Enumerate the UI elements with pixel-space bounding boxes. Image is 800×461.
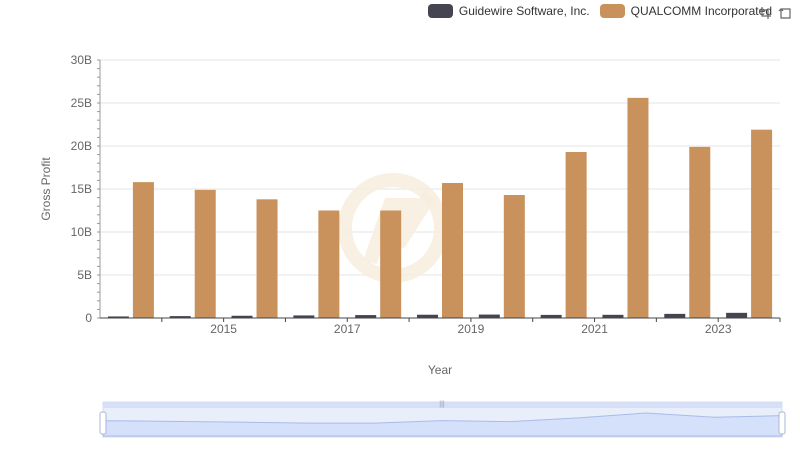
y-axis-label: Gross Profit xyxy=(39,157,53,221)
bar-qualcomm-2014[interactable] xyxy=(132,182,154,318)
bar-qualcomm-2024[interactable] xyxy=(751,129,773,318)
bar-guidewire-2018[interactable] xyxy=(355,315,377,318)
bar-qualcomm-2018[interactable] xyxy=(380,210,402,319)
bar-qualcomm-2023[interactable] xyxy=(689,146,711,318)
bars-layer xyxy=(107,97,773,319)
bar-guidewire-2020[interactable] xyxy=(478,314,500,318)
bar-qualcomm-2022[interactable] xyxy=(627,97,649,318)
bar-guidewire-2021[interactable] xyxy=(540,314,562,318)
bar-qualcomm-2019[interactable] xyxy=(442,182,463,318)
bar-guidewire-2019[interactable] xyxy=(417,314,438,318)
x-tick-label: 2023 xyxy=(705,322,732,336)
toolbox xyxy=(758,6,792,20)
bar-guidewire-2014[interactable] xyxy=(107,316,129,318)
slider-grip-icon[interactable]: ||| xyxy=(439,401,445,408)
y-tick-label: 0 xyxy=(85,311,92,325)
bar-guidewire-2023[interactable] xyxy=(664,313,686,318)
bar-guidewire-2015[interactable] xyxy=(169,316,191,318)
slider-handle-right[interactable] xyxy=(778,411,786,435)
legend: Guidewire Software, Inc. QUALCOMM Incorp… xyxy=(427,4,772,18)
x-tick-label: 2019 xyxy=(458,322,485,336)
y-tick-label: 25B xyxy=(71,96,92,110)
x-tick-label: 2021 xyxy=(581,322,608,336)
legend-label-guidewire: Guidewire Software, Inc. xyxy=(458,4,590,18)
y-tick-label: 5B xyxy=(77,268,92,282)
slider-handle-left[interactable] xyxy=(99,411,107,435)
legend-item-qualcomm[interactable]: QUALCOMM Incorporated xyxy=(599,4,772,18)
bar-qualcomm-2020[interactable] xyxy=(503,195,525,318)
x-tick-label: 2017 xyxy=(334,322,361,336)
bar-guidewire-2024[interactable] xyxy=(726,312,748,318)
bar-qualcomm-2016[interactable] xyxy=(256,199,278,318)
x-tick-label: 2015 xyxy=(210,322,237,336)
bar-guidewire-2016[interactable] xyxy=(231,315,253,318)
data-zoom-slider[interactable]: ||| xyxy=(99,401,786,438)
bar-qualcomm-2021[interactable] xyxy=(565,152,587,318)
bar-qualcomm-2017[interactable] xyxy=(318,210,340,319)
zoom-icon[interactable] xyxy=(758,6,772,20)
bar-guidewire-2022[interactable] xyxy=(602,314,624,318)
y-tick-label: 20B xyxy=(71,139,92,153)
y-tick-label: 10B xyxy=(71,225,92,239)
legend-swatch-qualcomm xyxy=(599,4,625,18)
x-axis-label: Year xyxy=(428,363,452,377)
restore-icon[interactable] xyxy=(778,6,792,20)
legend-label-qualcomm: QUALCOMM Incorporated xyxy=(630,4,772,18)
y-tick-label: 30B xyxy=(71,53,92,67)
axes: 0 5B 10B 15B 20B 25B 30B 2015 2017 2019 2021 2023 xyxy=(71,53,781,336)
bar-qualcomm-2015[interactable] xyxy=(194,189,216,318)
legend-item-guidewire[interactable]: Guidewire Software, Inc. xyxy=(427,4,590,18)
y-tick-label: 15B xyxy=(71,182,92,196)
bar-guidewire-2017[interactable] xyxy=(293,315,315,318)
legend-swatch-guidewire xyxy=(427,4,453,18)
